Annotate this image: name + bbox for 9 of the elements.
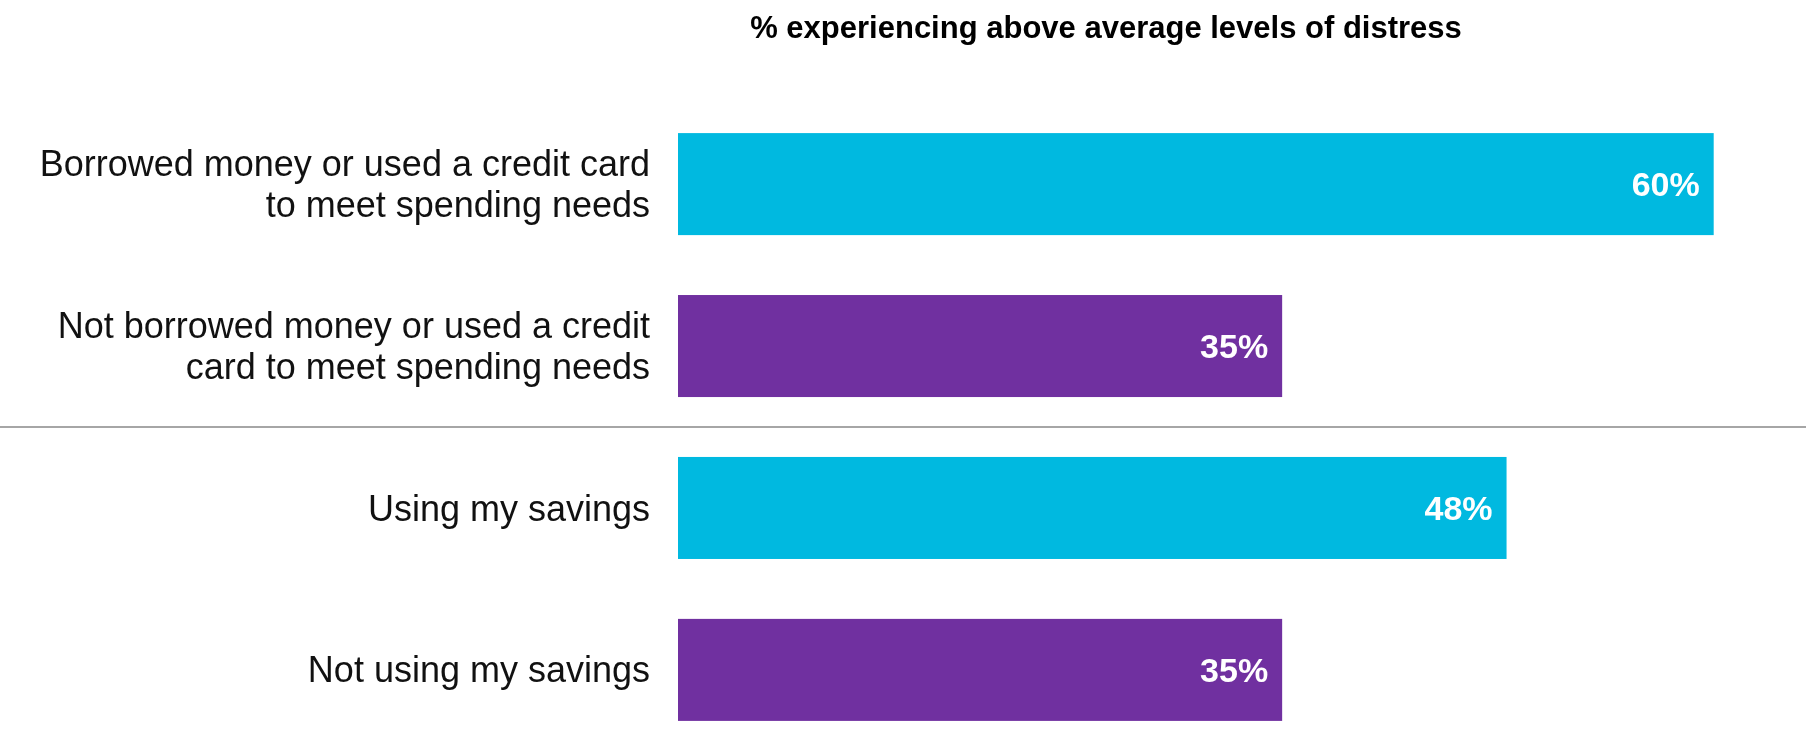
chart-title: % experiencing above average levels of distress	[750, 10, 1462, 45]
y-tick-label: Using my savings	[367, 487, 650, 529]
y-tick-label: Not using my savings	[307, 649, 650, 691]
data-label: 48%	[1424, 488, 1493, 527]
data-label: 35%	[1200, 650, 1269, 689]
data-label: 60%	[1631, 165, 1700, 203]
y-tick-label: Borrowed money or used a credit card to meet spending needs	[39, 143, 650, 226]
data-label: 35%	[1200, 326, 1269, 365]
y-tick-label: Not borrowed money or used a credit card to meet spending needs	[57, 304, 650, 388]
